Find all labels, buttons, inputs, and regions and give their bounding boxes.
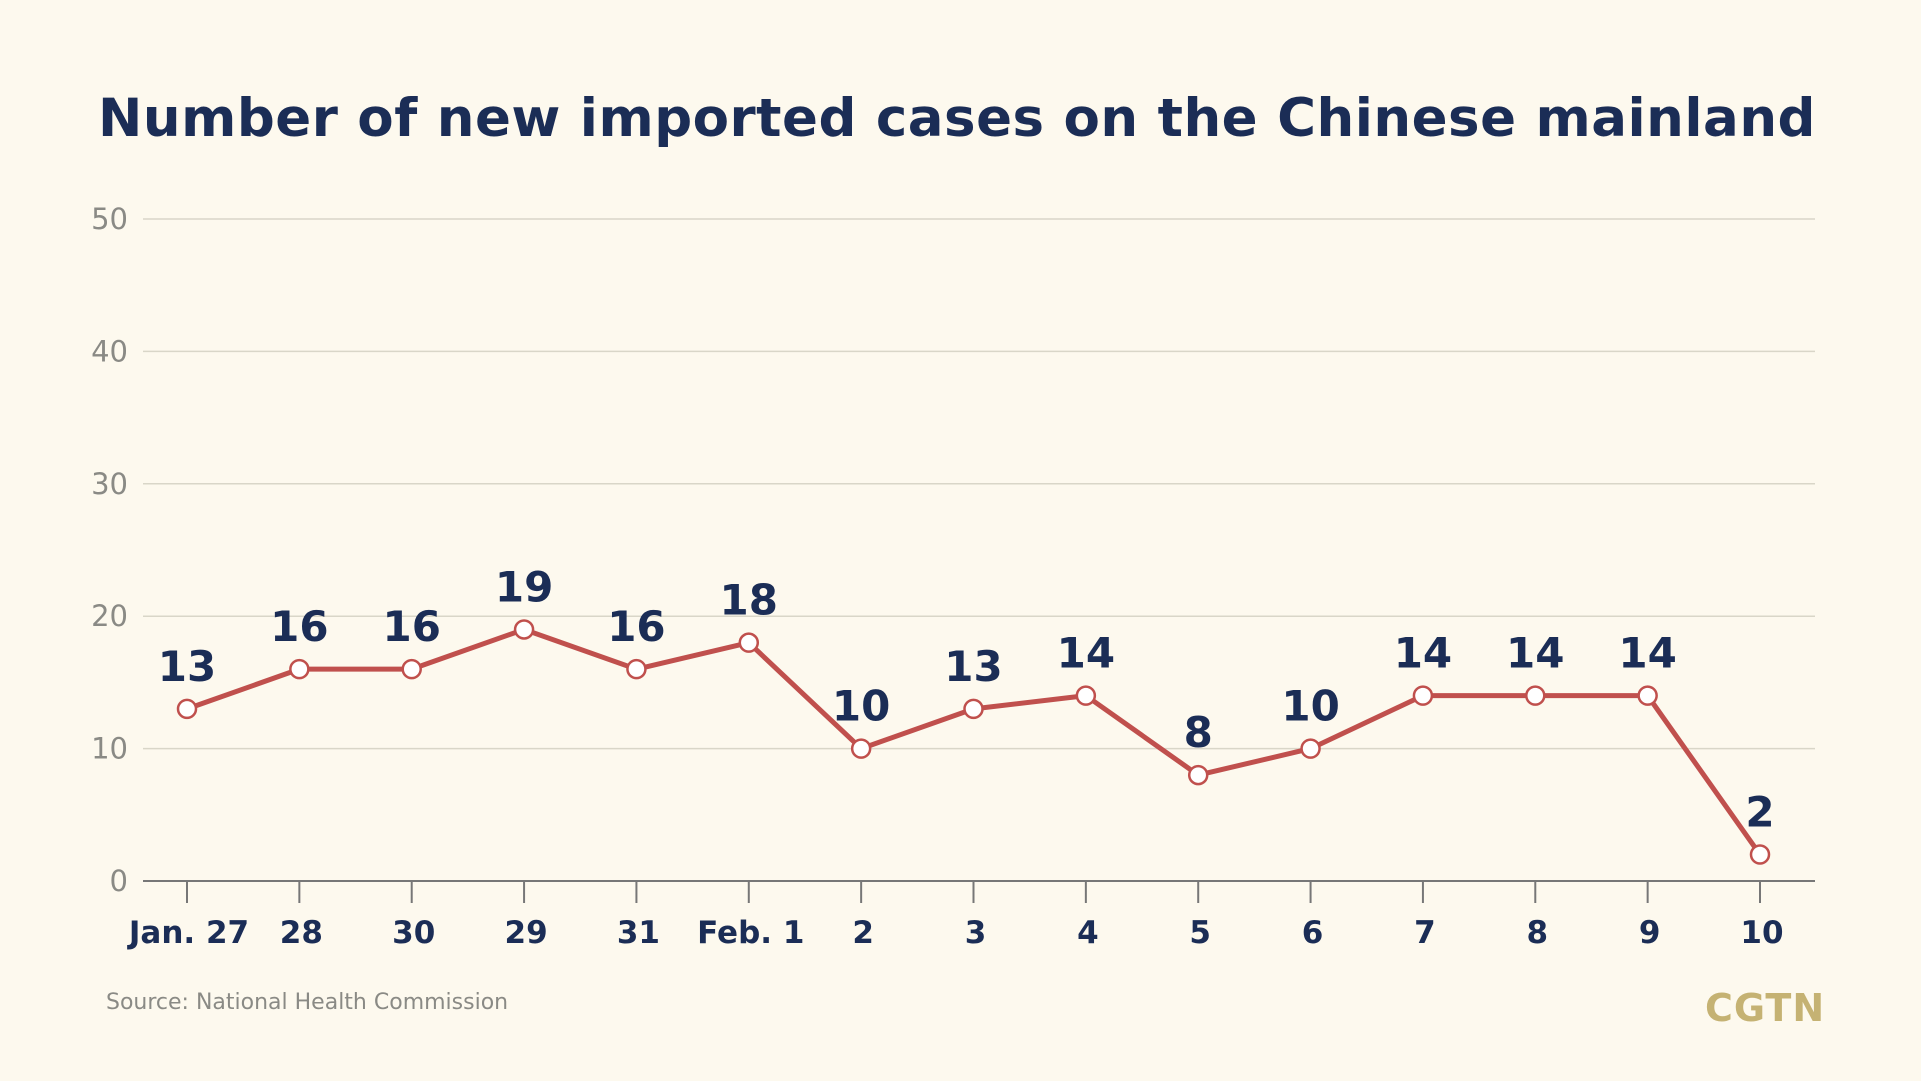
source-note: Source: National Health Commission [106, 990, 509, 1015]
y-tick-label: 30 [91, 467, 128, 501]
data-label: 18 [720, 576, 778, 625]
x-tick-label: 10 [1740, 915, 1783, 951]
data-label: 13 [158, 642, 216, 691]
x-tick-label: 4 [1077, 915, 1099, 951]
x-tick-label: 2 [852, 915, 874, 951]
y-tick-label: 40 [91, 334, 128, 368]
data-label: 14 [1057, 629, 1115, 678]
data-point [1187, 764, 1209, 786]
x-tick-label: 29 [505, 915, 548, 951]
data-point [401, 658, 422, 680]
x-tick-label: 31 [617, 915, 660, 951]
y-tick-label: 50 [91, 202, 128, 236]
data-point [1637, 685, 1658, 706]
x-tick-label: 6 [1302, 915, 1324, 951]
data-point [1412, 685, 1434, 706]
y-tick-label: 10 [91, 732, 128, 766]
data-point [626, 658, 647, 680]
x-axis-ticks: Jan. 27 28 30 29 31 Feb. 1 2 3 4 5 6 7 8 9 10 [127, 881, 1784, 951]
data-point [1525, 685, 1546, 706]
data-label: 13 [944, 642, 1002, 691]
x-tick-label: Feb. 1 [697, 915, 804, 951]
y-axis-ticks: 0 10 20 30 40 50 [91, 202, 128, 898]
data-labels: 13 16 16 19 16 18 10 13 14 8 10 14 14 14 2 [158, 562, 1775, 836]
data-point [738, 632, 760, 653]
x-tick-label: 3 [965, 915, 987, 951]
x-tick-label: Jan. 27 [127, 915, 249, 951]
data-label: 19 [495, 562, 553, 611]
y-tick-label: 20 [91, 599, 128, 633]
data-label: 10 [832, 682, 890, 731]
data-points [176, 619, 1771, 865]
data-point [963, 698, 984, 720]
data-point [1300, 738, 1321, 759]
x-tick-label: 28 [280, 915, 323, 951]
data-label: 14 [1506, 629, 1564, 678]
data-label: 16 [270, 602, 328, 651]
data-point [850, 738, 872, 759]
data-point [513, 619, 535, 640]
data-label: 2 [1745, 788, 1774, 837]
data-label: 16 [607, 602, 665, 651]
data-label: 8 [1184, 708, 1213, 757]
data-point [1075, 685, 1097, 706]
y-tick-label: 0 [110, 864, 128, 898]
data-label: 14 [1394, 629, 1452, 678]
chart-title: Number of new imported cases on the Chin… [98, 88, 1816, 149]
x-tick-label: 7 [1414, 915, 1436, 951]
data-point [1749, 844, 1771, 865]
x-tick-label: 30 [392, 915, 435, 951]
data-point [289, 658, 310, 680]
data-label: 16 [382, 602, 440, 651]
x-tick-label: 8 [1526, 915, 1548, 951]
data-label: 10 [1281, 682, 1339, 731]
data-label: 14 [1618, 629, 1676, 678]
x-tick-label: 9 [1639, 915, 1661, 951]
data-point [176, 698, 198, 720]
cgtn-logo: CGTN [1705, 986, 1826, 1030]
x-tick-label: 5 [1189, 915, 1211, 951]
gridlines [143, 218, 1815, 750]
